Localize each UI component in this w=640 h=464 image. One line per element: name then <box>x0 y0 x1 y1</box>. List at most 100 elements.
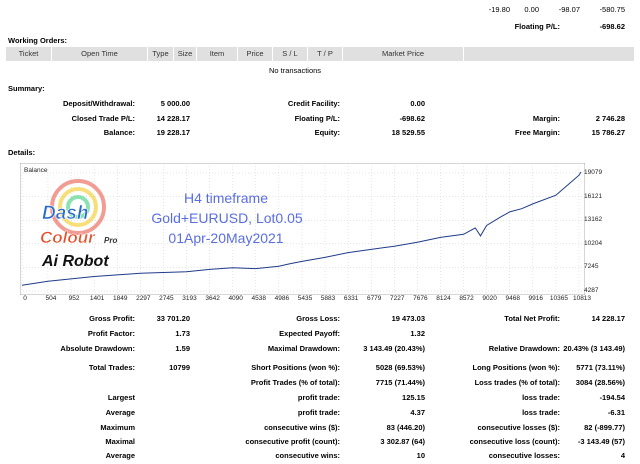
col-sl: S / L <box>273 47 308 61</box>
average-label: Average <box>105 408 135 417</box>
profit-factor-value: 1.73 <box>175 329 190 338</box>
chart-grid <box>20 163 585 295</box>
x-tick-label: 7676 <box>413 295 428 302</box>
relative-drawdown-label: Relative Drawdown: <box>488 344 560 353</box>
short-positions-value: 5028 (69.53%) <box>375 363 425 372</box>
y-tick-label: 4287 <box>584 287 599 294</box>
overlay-dates: 01Apr-20May2021 <box>168 230 283 246</box>
x-tick-label: 2297 <box>136 295 151 302</box>
margin-value: 2 746.28 <box>595 114 625 123</box>
x-tick-label: 4090 <box>228 295 243 302</box>
total-trades-value: 10799 <box>169 363 190 372</box>
largest-profit-trade-value: 125.15 <box>402 393 425 402</box>
x-tick-label: 5435 <box>297 295 313 302</box>
overlay-instruments: Gold+EURUSD, Lot0.05 <box>151 210 303 226</box>
profit-trades-value: 7715 (71.44%) <box>375 378 425 387</box>
col-size: Size <box>174 47 197 61</box>
expected-payoff-label: Expected Payoff: <box>279 329 340 338</box>
free-margin-value: 15 786.27 <box>591 128 625 137</box>
average-consecutive-label: Average <box>105 451 135 460</box>
maximal-drawdown-value: 3 143.49 (20.43%) <box>363 344 425 353</box>
x-tick-label: 9468 <box>505 295 520 302</box>
total-trades-label: Total Trades: <box>88 363 135 372</box>
col-type: Type <box>148 47 174 61</box>
col-market-price: Market Price <box>343 47 464 61</box>
gross-loss-label: Gross Loss: <box>296 314 340 323</box>
balance-series-line <box>21 171 582 286</box>
profit-trades-label: Profit Trades (% of total): <box>250 378 340 387</box>
maximal-drawdown-label: Maximal Drawdown: <box>267 344 340 353</box>
loss-trades-label: Loss trades (% of total): <box>474 378 560 387</box>
top-value-2: 0.00 <box>524 5 539 14</box>
orders-header: Ticket Open Time Type Size Item Price S … <box>6 47 634 61</box>
floating-pl-label: Floating P/L: <box>294 114 340 123</box>
logo-pro: Pro <box>104 236 117 245</box>
largest-loss-trade-label: loss trade: <box>522 393 560 402</box>
x-tick-label: 8572 <box>459 295 474 302</box>
working-orders-title: Working Orders: <box>8 36 68 45</box>
total-net-value: 14 228.17 <box>591 314 625 323</box>
average-profit-trade-label: profit trade: <box>297 408 340 417</box>
chart-title: Balance <box>24 167 48 174</box>
top-value-3: -98.07 <box>558 5 580 14</box>
col-item: Item <box>197 47 238 61</box>
x-tick-label: 9020 <box>482 295 497 302</box>
long-positions-value: 5771 (73.11%) <box>576 363 625 372</box>
average-consecutive-losses-value: 4 <box>620 451 625 460</box>
maximal-consecutive-loss-value: -3 143.49 (57) <box>577 437 625 446</box>
credit-value: 0.00 <box>410 99 425 108</box>
logo-dash: Dash <box>42 203 88 224</box>
x-tick-label: 952 <box>68 295 80 302</box>
x-tick-label: 10365 <box>549 295 568 302</box>
average-consecutive-wins-value: 10 <box>416 451 425 460</box>
logo-colour: Colour <box>40 228 96 247</box>
equity-value: 18 529.55 <box>391 128 425 137</box>
largest-label: Largest <box>107 393 135 402</box>
maximal-consecutive-profit-value: 3 302.87 (64) <box>380 437 425 446</box>
maximal-consecutive-profit-label: consecutive profit (count): <box>245 437 340 446</box>
expected-payoff-value: 1.32 <box>410 329 425 338</box>
credit-label: Credit Facility: <box>287 99 340 108</box>
col-price: Price <box>238 47 273 61</box>
summary-title: Summary: <box>8 84 45 93</box>
max-consecutive-losses-label: consecutive losses ($): <box>477 423 560 432</box>
floating-pl-value-top: -698.62 <box>599 22 625 31</box>
absolute-drawdown-value: 1.59 <box>175 344 190 353</box>
closed-pl-value: 14 228.17 <box>156 114 190 123</box>
col-ticket: Ticket <box>6 47 52 61</box>
floating-pl-value: -698.62 <box>399 114 425 123</box>
y-tick-label: 7245 <box>584 263 599 271</box>
gross-profit-label: Gross Profit: <box>89 314 135 323</box>
balance-value: 19 228.17 <box>156 128 190 137</box>
overlay-timeframe: H4 timeframe <box>184 190 268 206</box>
max-consecutive-losses-value: 82 (-899.77) <box>584 423 625 432</box>
deposit-label: Deposit/Withdrawal: <box>62 99 135 108</box>
max-consecutive-wins-label: consecutive wins ($): <box>264 423 340 432</box>
x-tick-label: 2745 <box>159 295 174 302</box>
x-tick-label: 1401 <box>89 295 105 302</box>
average-consecutive-wins-label: consecutive wins: <box>275 451 340 460</box>
total-net-label: Total Net Profit: <box>504 314 560 323</box>
x-tick-label: 8124 <box>436 295 451 302</box>
max-consecutive-wins-value: 83 (446.20) <box>386 423 425 432</box>
details-title: Details: <box>8 148 36 157</box>
x-tick-label: 5883 <box>320 295 336 302</box>
y-tick-label: 19079 <box>584 169 603 176</box>
x-tick-label: 504 <box>45 295 57 302</box>
largest-loss-trade-value: -194.54 <box>599 393 625 402</box>
x-tick-label: 6779 <box>366 295 382 302</box>
relative-drawdown-value: 20.43% (3 143.49) <box>563 344 625 353</box>
average-loss-trade-value: -6.31 <box>607 408 625 417</box>
balance-chart: Balance Dash Colour Pro Ai Robot H4 time… <box>20 163 585 295</box>
floating-pl-label-top: Floating P/L: <box>514 22 560 31</box>
maximal-label: Maximal <box>105 437 135 446</box>
deposit-value: 5 000.00 <box>160 99 190 108</box>
maximum-label: Maximum <box>100 423 135 432</box>
x-tick-label: 10813 <box>572 295 592 302</box>
x-tick-label: 4986 <box>274 295 290 302</box>
equity-label: Equity: <box>314 128 340 137</box>
largest-profit-trade-label: profit trade: <box>297 393 340 402</box>
y-tick-label: 13162 <box>584 216 603 224</box>
x-tick-label: 1849 <box>113 295 128 302</box>
balance-label: Balance: <box>103 128 135 137</box>
